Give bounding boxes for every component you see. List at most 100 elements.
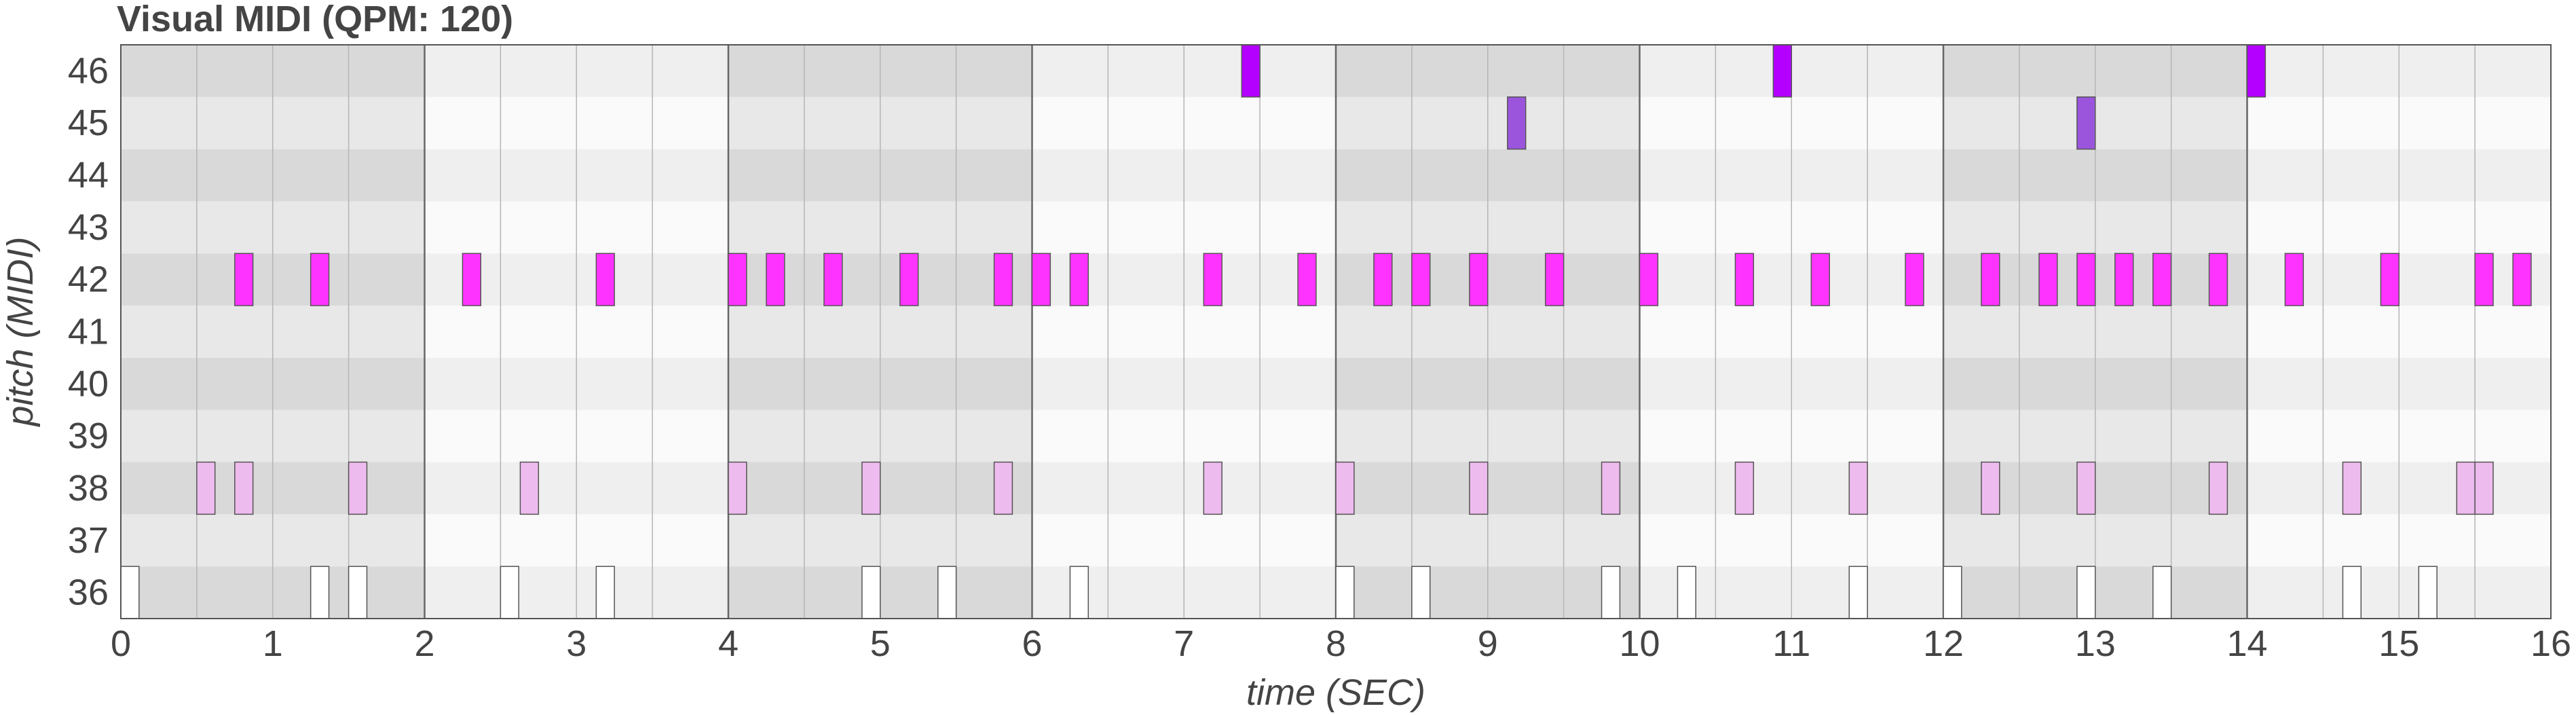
- note: [2512, 253, 2532, 306]
- grid-lines: [196, 45, 2476, 619]
- note: [823, 253, 843, 306]
- note: [1677, 566, 1697, 619]
- x-tick-label: 7: [1174, 623, 1194, 664]
- note: [1335, 566, 1355, 619]
- y-tick-label: 43: [68, 207, 109, 248]
- note: [1734, 461, 1755, 515]
- note: [595, 566, 615, 619]
- x-tick-label: 13: [2075, 623, 2116, 664]
- x-tick-label: 16: [2531, 623, 2571, 664]
- note: [2474, 253, 2494, 306]
- note: [1848, 461, 1868, 515]
- y-tick-label: 44: [68, 155, 109, 196]
- x-tick-label: 1: [263, 623, 283, 664]
- x-tick-label: 14: [2226, 623, 2267, 664]
- plot-frame: [120, 44, 2552, 619]
- note: [728, 253, 747, 306]
- note: [2152, 566, 2172, 619]
- x-tick-label: 2: [414, 623, 434, 664]
- note: [1848, 566, 1868, 619]
- note: [861, 566, 881, 619]
- note: [937, 566, 957, 619]
- note: [993, 253, 1013, 306]
- note: [2076, 566, 2096, 619]
- note: [2456, 461, 2476, 515]
- x-tick-label: 10: [1619, 623, 1660, 664]
- note: [2152, 253, 2172, 306]
- y-tick-label: 46: [68, 50, 109, 91]
- note: [1469, 461, 1489, 515]
- note: [2076, 461, 2096, 515]
- note: [1373, 253, 1393, 306]
- note: [310, 253, 330, 306]
- x-tick-label: 12: [1923, 623, 1964, 664]
- note: [1734, 253, 1755, 306]
- note: [1069, 566, 1089, 619]
- note: [861, 461, 881, 515]
- y-tick-labels: 46 45 44 43 42 41 40 39 38 37 36: [68, 50, 109, 612]
- note: [1545, 253, 1565, 306]
- note: [1411, 253, 1431, 306]
- note: [310, 566, 330, 619]
- note: [728, 461, 747, 515]
- note: [1411, 566, 1431, 619]
- y-axis-label: pitch (MIDI): [0, 236, 41, 427]
- note: [1203, 461, 1222, 515]
- note: [1507, 96, 1527, 150]
- x-tick-label: 5: [870, 623, 891, 664]
- note: [500, 566, 519, 619]
- note: [1203, 253, 1222, 306]
- note: [1601, 461, 1621, 515]
- y-tick-label: 45: [68, 103, 109, 143]
- y-tick-label: 37: [68, 520, 109, 561]
- note: [348, 461, 368, 515]
- x-tick-label: 15: [2378, 623, 2419, 664]
- note: [1031, 253, 1051, 306]
- y-tick-label: 38: [68, 468, 109, 509]
- note: [1810, 253, 1830, 306]
- x-tick-label: 3: [566, 623, 586, 664]
- x-tick-label: 9: [1478, 623, 1498, 664]
- note: [1943, 566, 1962, 619]
- note: [595, 253, 615, 306]
- note: [120, 566, 140, 619]
- x-tick-labels: 0 1 2 3 4 5 6 7 8 9 10 11 12 13 14 15 16: [111, 623, 2571, 664]
- notes-layer: [120, 44, 2532, 619]
- note: [519, 461, 540, 515]
- note: [766, 253, 785, 306]
- note: [1241, 44, 1261, 98]
- note: [2208, 461, 2228, 515]
- x-axis-label: time (SEC): [1246, 672, 1425, 713]
- note: [2418, 566, 2438, 619]
- y-tick-label: 40: [68, 363, 109, 404]
- x-tick-label: 6: [1022, 623, 1042, 664]
- note: [2076, 253, 2096, 306]
- y-tick-label: 36: [68, 572, 109, 613]
- y-tick-label: 39: [68, 416, 109, 456]
- note: [2380, 253, 2400, 306]
- note: [234, 253, 254, 306]
- note: [1905, 253, 1924, 306]
- note: [2284, 253, 2304, 306]
- note: [1469, 253, 1489, 306]
- x-tick-label: 4: [718, 623, 739, 664]
- note: [348, 566, 368, 619]
- note: [1639, 253, 1659, 306]
- note: [1069, 253, 1089, 306]
- note: [1981, 461, 2000, 515]
- note: [1297, 253, 1317, 306]
- note: [993, 461, 1013, 515]
- note: [1335, 461, 1355, 515]
- note: [2208, 253, 2228, 306]
- y-tick-label: 41: [68, 312, 109, 352]
- note: [196, 461, 216, 515]
- note: [1981, 253, 2000, 306]
- note: [2038, 253, 2058, 306]
- note: [2342, 461, 2362, 515]
- x-tick-label: 11: [1772, 623, 1810, 664]
- note: [462, 253, 482, 306]
- note: [2114, 253, 2134, 306]
- note: [2474, 461, 2494, 515]
- note: [1601, 566, 1621, 619]
